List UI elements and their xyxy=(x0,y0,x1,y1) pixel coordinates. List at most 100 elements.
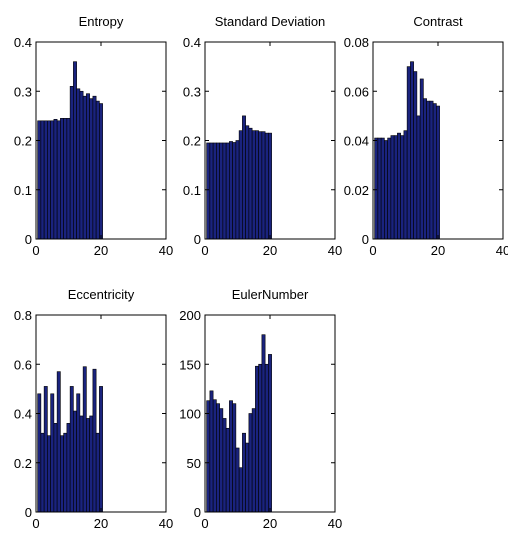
bar xyxy=(229,400,233,513)
bar xyxy=(43,386,48,513)
bar xyxy=(235,447,240,513)
bar xyxy=(95,100,100,240)
bar xyxy=(436,105,440,240)
bar xyxy=(60,118,64,240)
y-tick-label: 0.3 xyxy=(183,84,201,99)
bar xyxy=(423,98,427,240)
x-tick-label: 0 xyxy=(369,243,376,258)
bar xyxy=(63,432,68,513)
bar xyxy=(410,61,414,240)
y-tick-label: 0.1 xyxy=(14,183,32,198)
bar xyxy=(89,415,94,513)
y-tick-label: 200 xyxy=(179,308,201,323)
bar xyxy=(393,135,398,240)
y-tick-label: 0.08 xyxy=(344,35,369,50)
y-tick-label: 100 xyxy=(179,407,201,422)
bar xyxy=(429,100,434,240)
bar xyxy=(73,410,77,513)
y-tick-label: 0.06 xyxy=(344,84,369,99)
x-tick-label: 0 xyxy=(201,243,208,258)
x-tick-label: 40 xyxy=(496,243,508,258)
bar xyxy=(255,365,259,513)
subplot-2: 0 0.1 0.2 0.3 0.4 0 20 40 Standard Deviation xyxy=(183,14,342,258)
y-tick-label: 0 xyxy=(194,505,201,520)
y-tick-label: 150 xyxy=(179,357,201,372)
bar xyxy=(245,442,250,513)
bar xyxy=(209,142,214,240)
y-tick-label: 0 xyxy=(362,232,369,247)
bar xyxy=(387,137,392,240)
subplot-title: Eccentricity xyxy=(68,287,135,302)
bar xyxy=(419,78,424,240)
y-tick-label: 0.2 xyxy=(14,456,32,471)
x-tick-label: 40 xyxy=(159,243,173,258)
bar xyxy=(95,432,100,513)
bar xyxy=(416,115,421,240)
bar xyxy=(403,130,408,240)
bar xyxy=(264,132,269,240)
bar xyxy=(76,393,81,513)
bar xyxy=(251,130,256,240)
x-tick-label: 20 xyxy=(94,243,108,258)
x-tick-label: 40 xyxy=(159,516,173,531)
subplot-1: 0 0.1 0.2 0.3 0.4 0 20 40 Entropy xyxy=(14,14,173,258)
x-tick-label: 20 xyxy=(431,243,445,258)
bar xyxy=(377,137,382,240)
bar xyxy=(99,386,103,513)
y-tick-label: 0.2 xyxy=(183,134,201,149)
bar xyxy=(86,93,90,240)
bar xyxy=(384,140,388,240)
bar xyxy=(232,403,237,513)
y-tick-label: 0 xyxy=(25,232,32,247)
bar xyxy=(248,413,253,513)
bar xyxy=(47,435,51,513)
x-tick-label: 40 xyxy=(328,516,342,531)
bar xyxy=(40,432,45,513)
y-tick-label: 0.6 xyxy=(14,357,32,372)
bar xyxy=(82,95,87,240)
bar xyxy=(92,95,97,240)
bar xyxy=(69,86,74,240)
bar xyxy=(79,90,84,240)
bar xyxy=(206,142,211,240)
bar xyxy=(261,334,266,513)
x-tick-label: 0 xyxy=(32,516,39,531)
bar xyxy=(268,132,272,240)
bar xyxy=(219,142,224,240)
bar xyxy=(92,368,97,513)
y-tick-label: 0.4 xyxy=(14,35,32,50)
bar xyxy=(374,137,379,240)
bar xyxy=(261,131,266,240)
bar xyxy=(99,103,103,240)
bar xyxy=(206,400,211,513)
bar xyxy=(209,390,214,513)
bar xyxy=(390,135,395,240)
bar xyxy=(406,66,411,240)
bar xyxy=(63,118,68,240)
bar xyxy=(79,415,84,513)
subplot-3: 0 0.02 0.04 0.06 0.08 0 20 40 Contrast xyxy=(344,14,508,258)
y-tick-label: 0 xyxy=(194,232,201,247)
bar xyxy=(37,393,42,513)
bar xyxy=(56,371,61,513)
x-tick-label: 40 xyxy=(328,243,342,258)
bar xyxy=(413,71,418,240)
bar xyxy=(73,61,77,240)
y-tick-label: 0.8 xyxy=(14,308,32,323)
bar xyxy=(56,120,61,240)
bar xyxy=(264,363,269,513)
y-tick-label: 0.2 xyxy=(14,134,32,149)
x-tick-label: 0 xyxy=(201,516,208,531)
bar xyxy=(426,100,431,240)
bar xyxy=(69,386,74,513)
bar xyxy=(268,354,272,513)
bar xyxy=(66,423,71,513)
bar xyxy=(212,142,217,240)
bar xyxy=(225,142,230,240)
bar xyxy=(238,467,243,513)
subplot-title: Standard Deviation xyxy=(215,14,326,29)
bar xyxy=(258,363,263,513)
bar xyxy=(37,120,42,240)
bar xyxy=(235,140,240,240)
